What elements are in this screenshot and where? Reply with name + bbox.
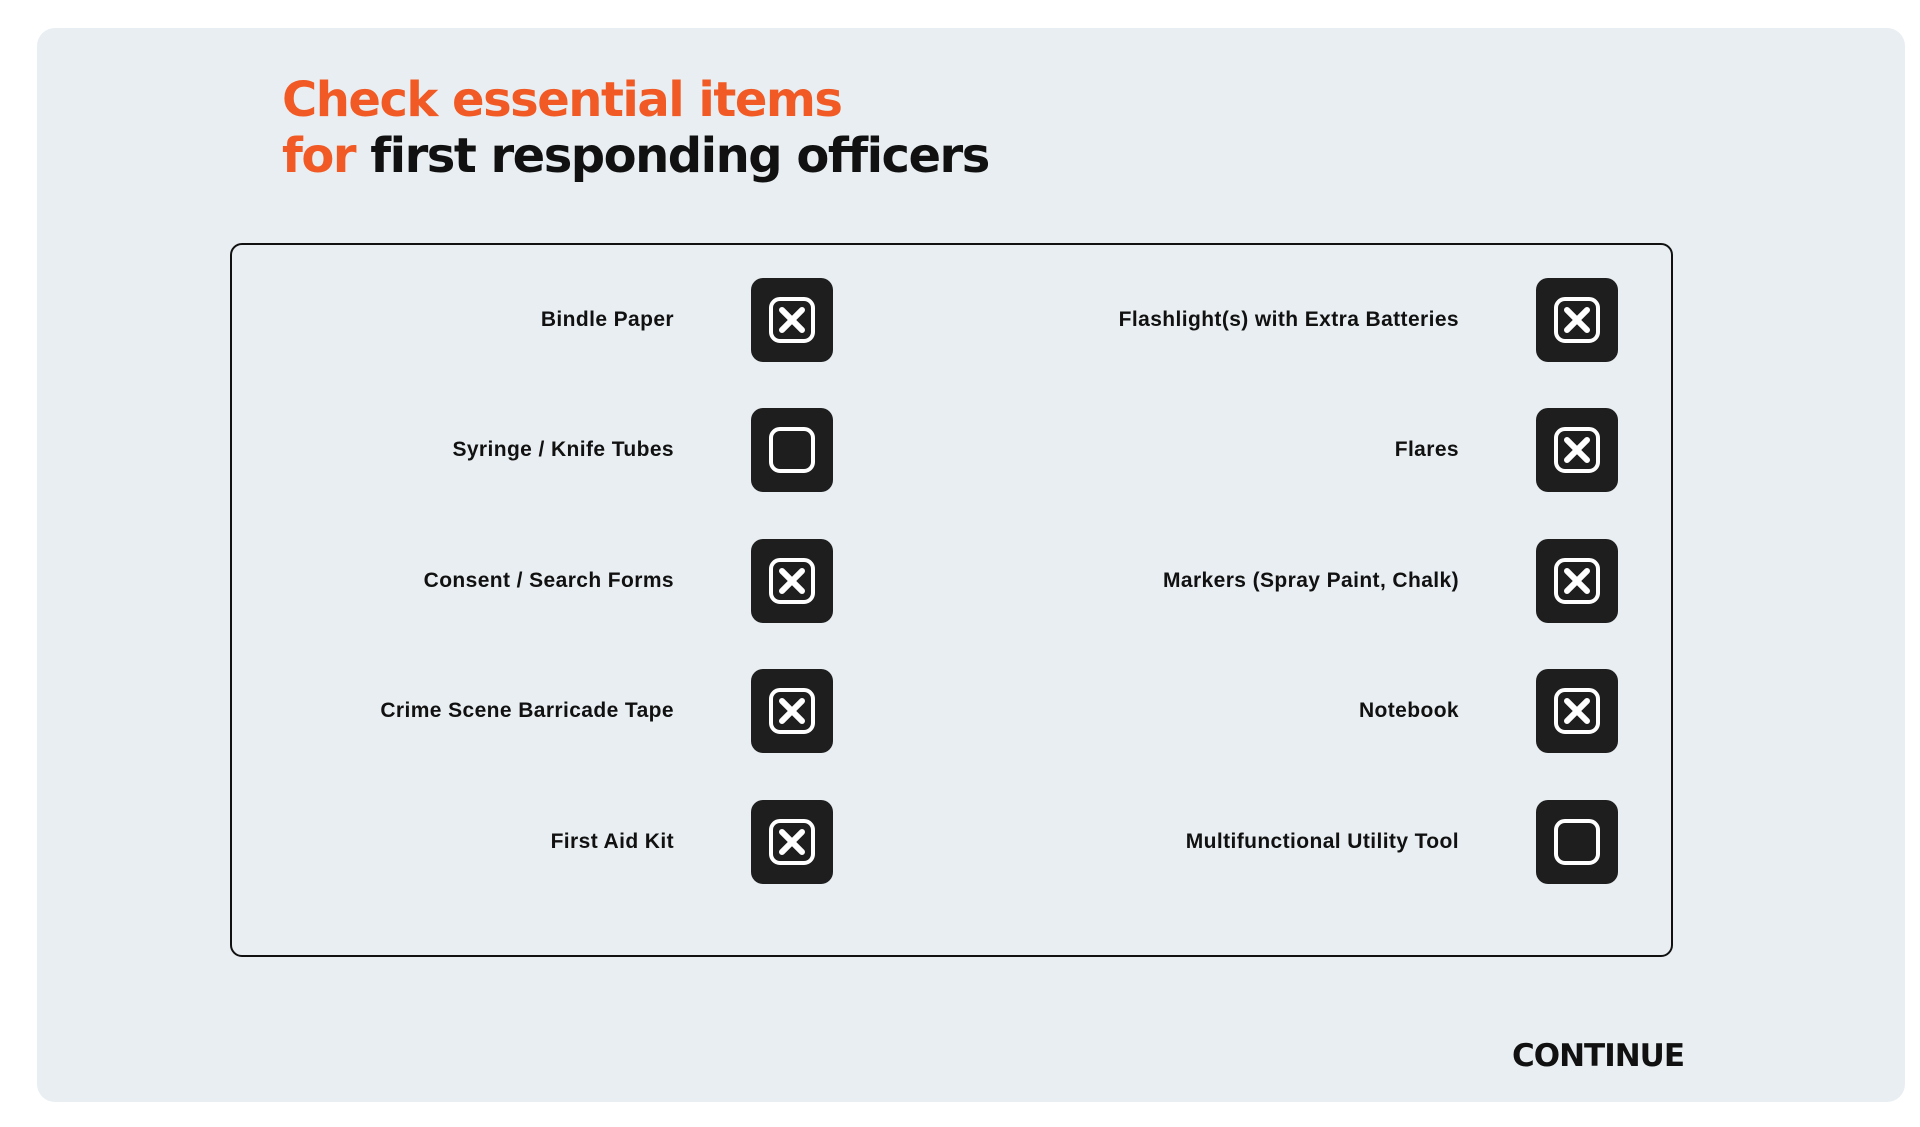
checkbox-frame (769, 688, 815, 734)
x-mark-icon (779, 307, 805, 333)
checkbox[interactable] (751, 669, 833, 753)
x-mark-icon (779, 568, 805, 594)
checklist-item: Bindle Paper (232, 278, 833, 362)
checkbox-frame (1554, 427, 1600, 473)
x-mark-icon (779, 829, 805, 855)
checklist-item-label: Flares (1394, 438, 1459, 461)
checklist-item-label: Markers (Spray Paint, Chalk) (1163, 569, 1459, 592)
checkbox-frame (1554, 688, 1600, 734)
checkbox-frame (1554, 558, 1600, 604)
checklist-item-label: Multifunctional Utility Tool (1185, 830, 1459, 853)
checkbox-frame (1554, 297, 1600, 343)
checkbox[interactable] (1536, 800, 1618, 884)
checklist-item: Crime Scene Barricade Tape (232, 669, 833, 753)
checkbox[interactable] (751, 278, 833, 362)
checklist-item-label: Flashlight(s) with Extra Batteries (1118, 308, 1459, 331)
title-rest: first responding officers (370, 128, 990, 184)
x-mark-icon (1564, 568, 1590, 594)
checklist-item-label: Notebook (1358, 699, 1459, 722)
checklist-item-label: Consent / Search Forms (423, 569, 674, 592)
checklist-item-label: Crime Scene Barricade Tape (380, 699, 674, 722)
page-title: Check essential items for first respondi… (282, 72, 990, 184)
checklist-item-label: Syringe / Knife Tubes (452, 438, 674, 461)
checklist-item: Flashlight(s) with Extra Batteries (232, 278, 1618, 362)
title-prefix: for (282, 128, 357, 184)
checklist-item-label: Bindle Paper (540, 308, 674, 331)
checklist-item-label: First Aid Kit (550, 830, 674, 853)
checkbox[interactable] (1536, 408, 1618, 492)
main-panel: Check essential items for first respondi… (37, 28, 1905, 1102)
continue-button[interactable]: CONTINUE (1512, 1038, 1685, 1074)
checkbox-frame (769, 558, 815, 604)
checklist-item: Markers (Spray Paint, Chalk) (232, 539, 1618, 623)
checklist-item: Syringe / Knife Tubes (232, 408, 833, 492)
x-mark-icon (1564, 307, 1590, 333)
checklist-item: Consent / Search Forms (232, 539, 833, 623)
checklist-card: Bindle Paper Syringe / Knife Tubes Consent… (230, 243, 1673, 957)
checkbox[interactable] (1536, 669, 1618, 753)
checkbox-frame (769, 427, 815, 473)
checkbox[interactable] (751, 408, 833, 492)
checklist-item: Notebook (232, 669, 1618, 753)
checkbox[interactable] (751, 800, 833, 884)
checklist-item: First Aid Kit (232, 800, 833, 884)
checkbox[interactable] (751, 539, 833, 623)
x-mark-icon (779, 698, 805, 724)
checkbox[interactable] (1536, 539, 1618, 623)
checklist-item: Flares (232, 408, 1618, 492)
x-mark-icon (1564, 698, 1590, 724)
title-line-1: Check essential items (282, 72, 843, 128)
checkbox-frame (769, 297, 815, 343)
checklist-item: Multifunctional Utility Tool (232, 800, 1618, 884)
checkbox-frame (1554, 819, 1600, 865)
title-line-2: for first responding officers (282, 128, 990, 184)
checkbox-frame (769, 819, 815, 865)
checkbox[interactable] (1536, 278, 1618, 362)
x-mark-icon (1564, 437, 1590, 463)
